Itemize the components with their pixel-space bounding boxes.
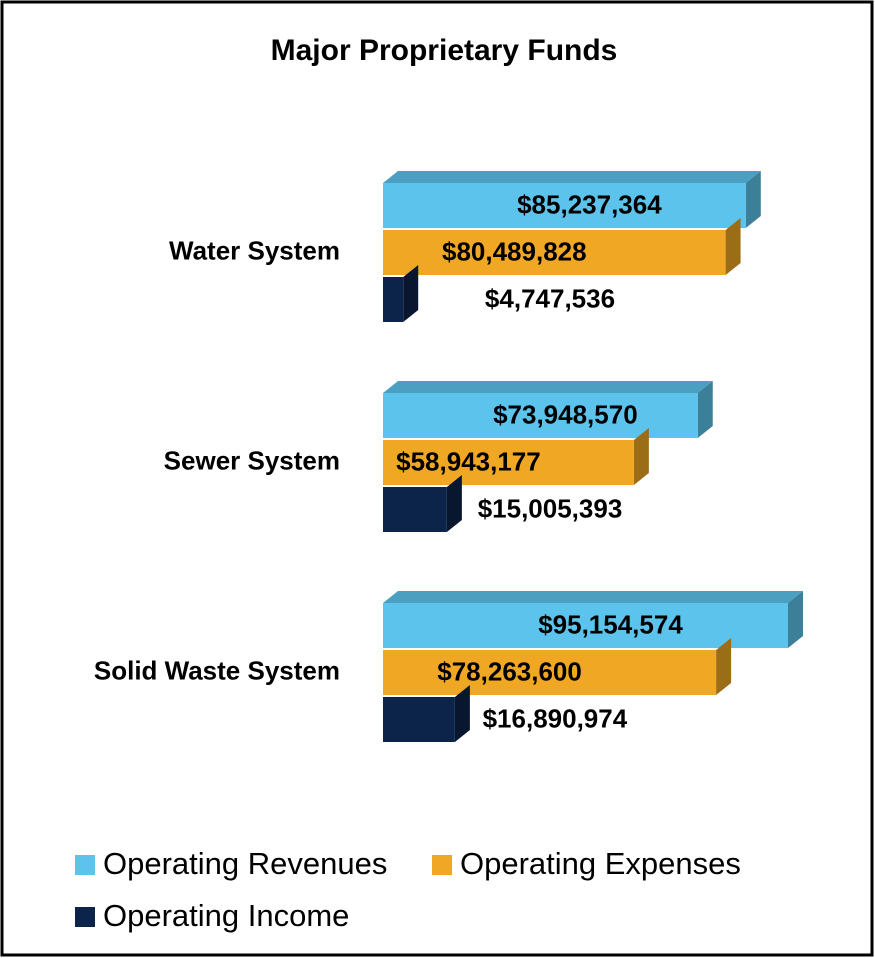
bar-face	[788, 591, 803, 648]
bar	[383, 171, 761, 228]
bar-face	[383, 487, 447, 532]
bar-face	[383, 171, 761, 183]
bar-face	[383, 603, 788, 648]
data-label: $73,948,570	[493, 399, 638, 429]
data-label: $85,237,364	[517, 189, 662, 219]
legend-label: Operating Income	[103, 898, 349, 933]
legend-swatch	[75, 855, 95, 875]
data-label: $78,263,600	[437, 656, 582, 686]
bar-face	[454, 685, 470, 742]
bar-face	[383, 381, 713, 393]
bar	[383, 475, 462, 532]
bar-face	[383, 440, 634, 485]
bar	[383, 381, 713, 438]
category-label: Sewer System	[164, 445, 340, 475]
bar-face	[383, 697, 455, 742]
bar-face	[383, 230, 726, 275]
legend-label: Operating Expenses	[460, 846, 741, 881]
data-label: $15,005,393	[478, 493, 623, 523]
bar-face	[745, 171, 761, 228]
bar-face	[725, 218, 741, 275]
bar-face	[383, 650, 717, 695]
chart-title: Major Proprietary Funds	[271, 34, 618, 67]
legend-label: Operating Revenues	[103, 846, 387, 881]
data-label: $58,943,177	[396, 446, 541, 476]
legend-swatch	[75, 907, 95, 927]
bar-face	[383, 393, 698, 438]
data-label: $80,489,828	[442, 236, 587, 266]
bar-face	[383, 183, 746, 228]
bar-face	[403, 265, 419, 322]
bar	[383, 428, 649, 485]
bar	[383, 265, 419, 322]
data-label: $16,890,974	[483, 703, 628, 733]
bar	[383, 638, 732, 695]
bar-face	[383, 591, 803, 603]
legend-swatch	[432, 855, 452, 875]
bar-face	[446, 475, 462, 532]
bar	[383, 591, 803, 648]
bar-face	[697, 381, 713, 438]
bar	[383, 218, 741, 275]
bar-face	[716, 638, 732, 695]
bar-face	[383, 277, 404, 322]
bar-face	[633, 428, 649, 485]
category-label: Water System	[169, 235, 340, 265]
category-label: Solid Waste System	[94, 655, 340, 685]
data-label: $4,747,536	[485, 283, 615, 313]
bar	[383, 685, 470, 742]
data-label: $95,154,574	[538, 609, 683, 639]
